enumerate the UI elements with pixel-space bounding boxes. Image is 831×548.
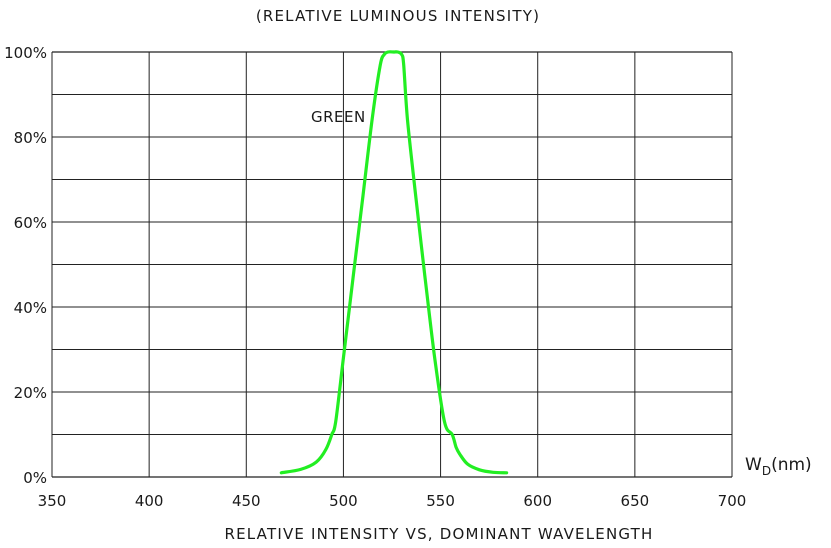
- y-tick-label-40: 40%: [14, 299, 47, 317]
- y-tick-label-80: 80%: [14, 129, 47, 147]
- x-axis-label: RELATIVE INTENSITY VS, DOMINANT WAVELENG…: [224, 525, 653, 543]
- x-tick-labels: 350 400 450 500 550 600 650 700: [38, 492, 747, 510]
- x-tick-label-400: 400: [135, 492, 164, 510]
- x-tick-label-500: 500: [329, 492, 358, 510]
- x-tick-label-700: 700: [718, 492, 747, 510]
- y-tick-label-0: 0%: [23, 469, 47, 487]
- y-tick-label-20: 20%: [14, 384, 47, 402]
- x-tick-label-650: 650: [621, 492, 650, 510]
- series-line-green: [279, 50, 509, 475]
- x-tick-label-550: 550: [426, 492, 455, 510]
- x-unit-label: WD(nm): [745, 455, 812, 478]
- x-tick-label-350: 350: [38, 492, 67, 510]
- chart-title: (RELATIVE LUMINOUS INTENSITY): [256, 7, 540, 25]
- grid: [51, 51, 733, 478]
- x-unit-sub: D: [762, 464, 771, 478]
- x-unit-main: W: [745, 455, 762, 475]
- series-layer: [279, 50, 509, 475]
- x-tick-label-450: 450: [232, 492, 261, 510]
- series-label-green: GREEN: [311, 108, 366, 126]
- y-tick-labels: 0% 20% 40% 60% 80% 100%: [4, 44, 47, 487]
- x-unit-suffix: (nm): [771, 455, 812, 475]
- y-tick-label-100: 100%: [4, 44, 47, 62]
- x-tick-label-600: 600: [523, 492, 552, 510]
- y-tick-label-60: 60%: [14, 214, 47, 232]
